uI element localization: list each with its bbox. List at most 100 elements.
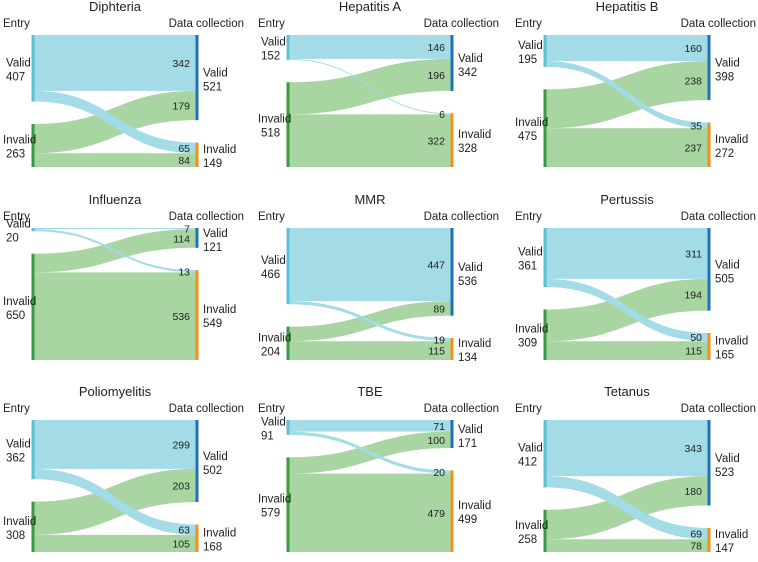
entry-valid-bar (31, 35, 35, 102)
flow-invalid-to-invalid (33, 534, 197, 552)
flow-valid-to-invalid (33, 468, 197, 535)
entry-valid-label: Valid (261, 36, 286, 48)
flow-label-valid-to-valid: 342 (172, 58, 190, 70)
flow-label-invalid-to-valid: 179 (172, 101, 190, 113)
entry-valid-bar (31, 228, 35, 232)
dc-invalid-label: Invalid (715, 134, 748, 146)
dc-valid-label: Valid (203, 68, 228, 80)
sankey-panel: MMR Entry Data collection Valid 466 Invalid 20… (258, 192, 499, 364)
entry-invalid-value: 475 (518, 131, 537, 143)
flow-label-invalid-to-valid: 100 (427, 435, 445, 447)
data-collection-header: Data collection (681, 211, 756, 223)
panel-title: Tetanus (604, 384, 650, 399)
flow-invalid-to-invalid (288, 341, 452, 360)
entry-header: Entry (515, 211, 542, 223)
dc-invalid-bar (450, 338, 454, 360)
sankey-panel: TBE Entry Data collection Valid 91 Invalid 579… (258, 384, 499, 552)
dc-valid-label: Valid (458, 53, 483, 65)
dc-invalid-label: Invalid (203, 527, 236, 539)
flow-valid-to-invalid (545, 476, 709, 540)
entry-header: Entry (258, 403, 285, 415)
flow-label-invalid-to-invalid: 536 (172, 311, 190, 323)
entry-valid-value: 195 (518, 54, 537, 66)
dc-invalid-bar (195, 270, 199, 360)
dc-invalid-bar (450, 113, 454, 167)
flow-valid-to-valid (288, 35, 452, 59)
dc-valid-value: 171 (458, 438, 477, 450)
entry-valid-label: Valid (518, 40, 543, 52)
entry-invalid-value: 579 (261, 508, 280, 520)
flow-label-valid-to-valid: 343 (684, 443, 702, 455)
panel-title: Influenza (89, 192, 143, 207)
flow-valid-to-valid (33, 228, 197, 230)
flow-label-invalid-to-valid: 196 (427, 70, 445, 82)
dc-valid-value: 523 (715, 467, 734, 479)
sankey-panel: Hepatitis B Entry Data collection Valid 195 I… (515, 0, 756, 167)
entry-invalid-label: Invalid (258, 494, 291, 506)
flow-valid-to-valid (545, 35, 709, 62)
dc-invalid-value: 168 (203, 541, 222, 553)
dc-valid-bar (195, 228, 199, 248)
panel-title: MMR (354, 192, 385, 207)
dc-invalid-bar (707, 122, 711, 167)
data-collection-header: Data collection (681, 403, 756, 415)
flow-label-invalid-to-valid: 114 (173, 233, 190, 245)
entry-valid-value: 362 (6, 453, 25, 465)
entry-invalid-label: Invalid (3, 296, 36, 308)
entry-invalid-label: Invalid (258, 332, 291, 344)
entry-header: Entry (515, 403, 542, 415)
flow-label-valid-to-invalid: 65 (178, 143, 190, 155)
entry-invalid-label: Invalid (3, 134, 36, 146)
dc-valid-label: Valid (715, 259, 740, 271)
flow-invalid-to-invalid (33, 153, 197, 167)
dc-valid-bar (707, 35, 711, 101)
dc-invalid-value: 549 (203, 318, 222, 330)
flow-label-invalid-to-invalid: 105 (172, 538, 190, 550)
panel-title: Hepatitis B (596, 0, 659, 14)
data-collection-header: Data collection (681, 18, 756, 30)
entry-valid-bar (286, 420, 290, 435)
sankey-panel: Poliomyelitis Entry Data collection Valid 36… (3, 384, 244, 553)
entry-invalid-bar (543, 509, 547, 552)
flow-label-valid-to-valid: 7 (184, 224, 190, 236)
entry-invalid-value: 263 (6, 148, 25, 160)
entry-valid-value: 20 (6, 233, 19, 245)
flow-label-invalid-to-invalid: 78 (690, 541, 702, 553)
dc-valid-value: 342 (458, 67, 477, 79)
dc-invalid-value: 165 (715, 350, 734, 362)
panel-title: Poliomyelitis (79, 384, 152, 399)
flow-label-valid-to-valid: 299 (172, 439, 190, 451)
dc-invalid-label: Invalid (203, 144, 236, 156)
dc-invalid-bar (707, 333, 711, 360)
flow-label-valid-to-invalid: 20 (433, 467, 445, 479)
dc-valid-bar (195, 420, 199, 503)
flow-label-invalid-to-valid: 89 (433, 303, 445, 315)
dc-invalid-bar (450, 470, 454, 552)
dc-valid-value: 536 (458, 276, 477, 288)
dc-invalid-label: Invalid (458, 129, 491, 141)
dc-invalid-value: 134 (458, 352, 478, 364)
entry-valid-value: 361 (518, 261, 537, 273)
entry-valid-label: Valid (6, 439, 31, 451)
flow-valid-to-valid (545, 420, 709, 477)
data-collection-header: Data collection (424, 211, 499, 223)
flow-invalid-to-invalid (545, 539, 709, 552)
entry-valid-value: 91 (261, 430, 274, 442)
sankey-panel: Diphteria Entry Data collection Valid 407 Inv… (3, 0, 244, 170)
entry-valid-bar (31, 420, 35, 480)
flow-valid-to-invalid (288, 431, 452, 474)
flow-label-valid-to-valid: 160 (684, 43, 702, 55)
flow-label-invalid-to-invalid: 115 (428, 346, 445, 358)
entry-valid-bar (286, 228, 290, 305)
flow-valid-to-invalid (288, 58, 452, 115)
dc-valid-value: 398 (715, 72, 734, 84)
flow-valid-to-valid (545, 228, 709, 279)
flow-valid-to-valid (33, 420, 197, 469)
flow-invalid-to-invalid (288, 473, 452, 552)
flow-label-valid-to-invalid: 35 (690, 120, 702, 132)
entry-valid-value: 407 (6, 71, 25, 83)
flow-label-invalid-to-invalid: 84 (178, 155, 190, 167)
flow-invalid-to-invalid (545, 341, 709, 360)
